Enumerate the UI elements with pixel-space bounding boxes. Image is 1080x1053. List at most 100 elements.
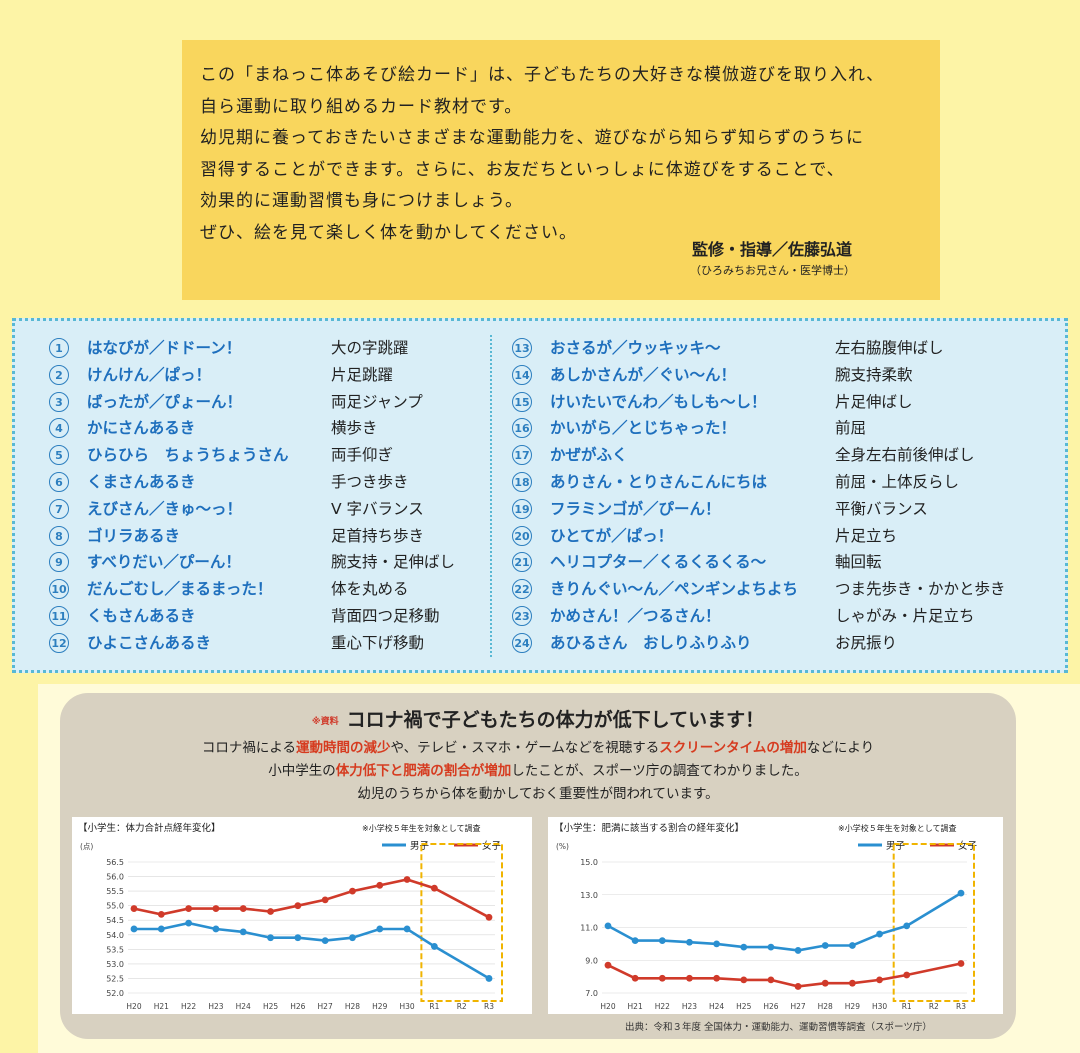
- card-skill: 前屈・上体反らし: [835, 472, 960, 491]
- intro-box: この「まねっこ体あそび絵カード」は、子どもたちの大好きな模倣遊びを取り入れ、 自…: [182, 40, 940, 300]
- data-point: [794, 947, 802, 954]
- card-skill: 足首持ち歩き: [331, 526, 425, 545]
- data-point: [321, 937, 329, 944]
- card-number: 10: [49, 579, 69, 600]
- legend-label: 女子: [482, 840, 502, 852]
- card-number: 2: [49, 364, 69, 385]
- x-tick-label: H21: [628, 1002, 643, 1011]
- chart-title: 【小学生：体力合計点経年変化】: [78, 822, 221, 834]
- card-list: 1 はなびが／ドドーン！ 大の字跳躍 2 けんけん／ぱっ！ 片足跳躍 3 ばったが／ぴょーん！…: [12, 318, 1068, 673]
- x-tick-label: R1: [902, 1002, 912, 1011]
- y-tick-label: 53.0: [106, 960, 124, 969]
- card-skill: 腕支持・足伸ばし: [331, 553, 456, 572]
- x-tick-label: H29: [372, 1002, 387, 1011]
- intro-line: ぜひ、絵を見て楽しく体を動かしてください。: [200, 222, 577, 243]
- y-tick-label: 7.0: [585, 989, 598, 998]
- y-tick-label: 15.0: [580, 858, 598, 867]
- card-number: 23: [512, 605, 532, 626]
- card-number: 24: [512, 632, 532, 653]
- data-point: [267, 908, 274, 915]
- card-skill: 大の字跳躍: [331, 339, 409, 357]
- data-point: [957, 889, 965, 897]
- card-title: だんごむし／まるまった！: [87, 580, 273, 599]
- data-point: [740, 976, 748, 984]
- card-title: かめさん！／つるさん！: [550, 606, 721, 625]
- data-point: [686, 974, 693, 982]
- y-tick-label: 54.5: [106, 916, 124, 925]
- data-point: [848, 979, 856, 987]
- chart-note: ※小学校５年生を対象として調査: [838, 823, 956, 833]
- card-title: あしかさんが／ぐい〜ん！: [550, 365, 737, 384]
- card-title: くまさんあるき: [87, 472, 196, 491]
- x-tick-label: R3: [956, 1002, 966, 1011]
- card-title: おさるが／ウッキッキ〜: [550, 339, 721, 357]
- x-tick-label: H28: [818, 1002, 833, 1011]
- card-skill: 重心下げ移動: [331, 633, 425, 652]
- data-point: [740, 943, 748, 951]
- data-point: [604, 961, 612, 969]
- x-tick-label: H25: [736, 1002, 751, 1011]
- data-point: [185, 905, 193, 912]
- card-title: くもさんあるき: [87, 606, 196, 625]
- card-skill: 両足ジャンプ: [331, 392, 423, 411]
- intro-line: 自ら運動に取り組めるカード教材です。: [200, 96, 523, 117]
- data-point: [794, 983, 802, 990]
- card-title: はなびが／ドドーン！: [87, 339, 242, 357]
- data-point: [130, 925, 138, 933]
- x-tick-label: H22: [181, 1002, 196, 1011]
- data-point: [903, 922, 911, 930]
- card-title: かいがら／とじちゃった！: [550, 419, 737, 438]
- card-title: けんけん／ぱっ！: [87, 365, 212, 384]
- data-point: [376, 925, 384, 933]
- obesity-chart-svg: 【小学生：肥満に該当する割合の経年変化】 ※小学校５年生を対象として調査 (%) 男子…: [554, 822, 978, 1011]
- y-tick-label: 54.0: [106, 931, 124, 940]
- card-title: あひるさん おしりふりふり: [550, 633, 752, 652]
- data-point: [957, 960, 965, 967]
- card-skill: 体を丸める: [331, 580, 409, 599]
- panel-text: コロナ禍による運動時間の減少や、テレビ・スマホ・ゲームなどを視聴するスクリーンタ…: [60, 737, 1016, 806]
- x-tick-label: H20: [126, 1002, 141, 1011]
- card-title: ばったが／ぴょーん！: [87, 392, 243, 411]
- card-number: 15: [512, 391, 532, 412]
- data-point: [349, 887, 356, 895]
- panel-title-text: コロナ禍で子どもたちの体力が低下しています！: [346, 709, 765, 731]
- card-skill: 片足伸ばし: [835, 392, 913, 411]
- x-tick-label: H28: [345, 1002, 360, 1011]
- x-tick-label: R2: [457, 1002, 467, 1011]
- legend-label: 男子: [410, 841, 430, 852]
- panel-line-1: コロナ禍による運動時間の減少や、テレビ・スマホ・ゲームなどを視聴するスクリーンタ…: [60, 737, 1016, 760]
- card-title: ヘリコプター／くるくるくる〜: [550, 553, 767, 572]
- x-tick-label: R3: [484, 1002, 494, 1011]
- chart-title: 【小学生：肥満に該当する割合の経年変化】: [554, 822, 744, 834]
- data-point: [876, 930, 883, 938]
- highlight-box: [892, 843, 976, 1002]
- data-point: [485, 913, 493, 921]
- card-title: フラミンゴが／ぴーん！: [550, 499, 721, 518]
- data-point: [294, 934, 302, 942]
- data-point: [157, 911, 165, 918]
- x-tick-label: H24: [236, 1002, 251, 1011]
- data-point: [903, 971, 911, 979]
- card-skill: 横歩き: [331, 419, 378, 438]
- card-number: 4: [49, 418, 69, 439]
- data-point: [376, 881, 384, 889]
- x-tick-label: H23: [208, 1002, 223, 1011]
- y-unit-label: (点): [80, 842, 93, 851]
- card-skill: 片足跳躍: [331, 365, 394, 384]
- source-note: 出典：令和３年度 全国体力・運動能力、運動習慣等調査（スポーツ庁）: [625, 1022, 932, 1033]
- card-title: ひとてが／ぱっ！: [550, 526, 674, 545]
- text-span: コロナ禍による: [201, 740, 296, 756]
- data-point: [239, 928, 247, 936]
- card-number: 11: [49, 605, 69, 626]
- data-point: [430, 884, 438, 892]
- x-tick-label: R1: [429, 1002, 439, 1011]
- highlight-text: スクリーンタイムの増加: [659, 740, 807, 756]
- y-unit-label: (%): [556, 842, 569, 851]
- card-skill: お尻振り: [835, 633, 898, 652]
- data-point: [821, 979, 829, 987]
- card-number: 9: [49, 552, 69, 573]
- x-tick-label: H23: [682, 1002, 697, 1011]
- y-tick-label: 11.0: [580, 924, 598, 933]
- card-skill: 平衡バランス: [835, 499, 928, 518]
- data-point: [157, 925, 165, 933]
